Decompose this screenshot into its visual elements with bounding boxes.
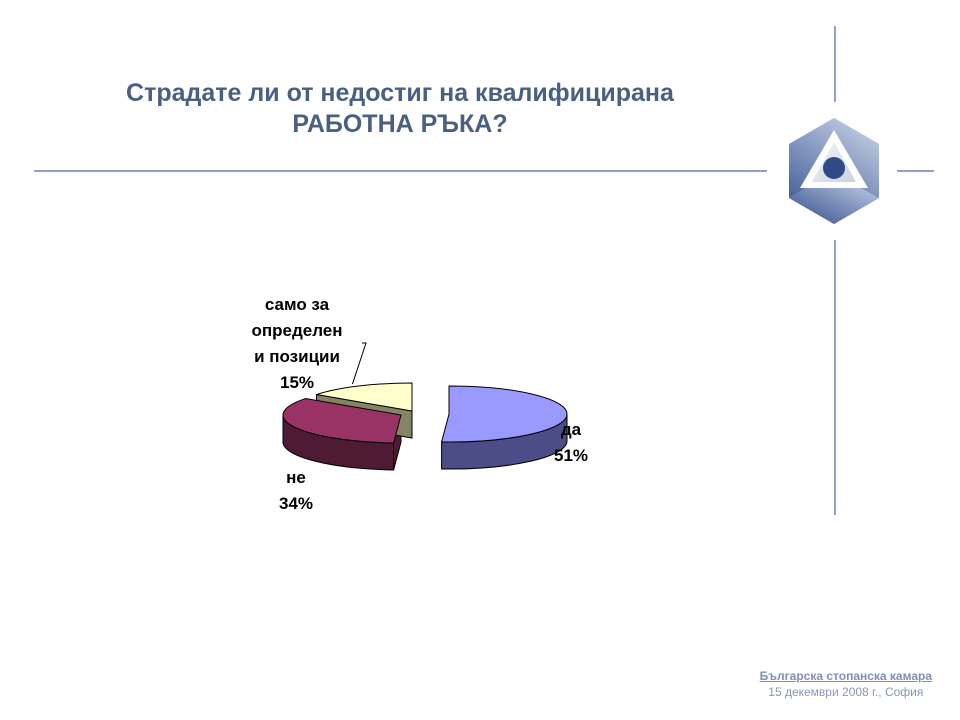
vertical-rule-top bbox=[834, 26, 836, 102]
pie-tops bbox=[282, 382, 568, 444]
pie-label-0-line-0: да bbox=[561, 420, 582, 439]
pie-label-2-line-2: и позиции bbox=[254, 347, 340, 366]
header-rule-left bbox=[34, 170, 767, 172]
pie-leader-line-2 bbox=[351, 342, 367, 385]
footer-date: 15 декември 2008 г., София bbox=[768, 685, 924, 699]
pie-label-2-line-1: определен bbox=[251, 321, 342, 340]
chamber-logo-icon bbox=[789, 118, 879, 224]
pie-label-2: само за определен и позиции 15% bbox=[251, 295, 342, 392]
pie-label-0: да 51% bbox=[554, 420, 588, 465]
header-rule-right bbox=[897, 170, 934, 172]
footer: Българска стопанска камара 15 декември 2… bbox=[760, 668, 932, 700]
slide-title: Страдате ли от недостиг на квалифицирана… bbox=[60, 78, 740, 140]
slide-title-line-2: РАБОТНА РЪКА? bbox=[292, 110, 508, 138]
pie-label-2-line-3: 15% bbox=[280, 373, 314, 392]
pie-slice-0 bbox=[440, 385, 568, 443]
pie-label-0-line-1: 51% bbox=[554, 446, 588, 465]
vertical-rule-bottom bbox=[834, 240, 836, 515]
pie-label-2-line-0: само за bbox=[265, 295, 330, 314]
org-link[interactable]: Българска стопанска камара bbox=[759, 669, 932, 683]
pie-label-1: не 34% bbox=[279, 468, 313, 513]
slide-title-line-1: Страдате ли от недостиг на квалифицирана bbox=[126, 79, 674, 107]
pie-labels: да 51% не 34% само за определен и позиции 15% bbox=[251, 295, 588, 513]
pie-slice-1 bbox=[282, 398, 402, 444]
pie-label-1-line-1: 34% bbox=[279, 494, 313, 513]
pie-slice-2 bbox=[316, 382, 413, 412]
pie-label-1-line-0: не bbox=[286, 468, 306, 487]
